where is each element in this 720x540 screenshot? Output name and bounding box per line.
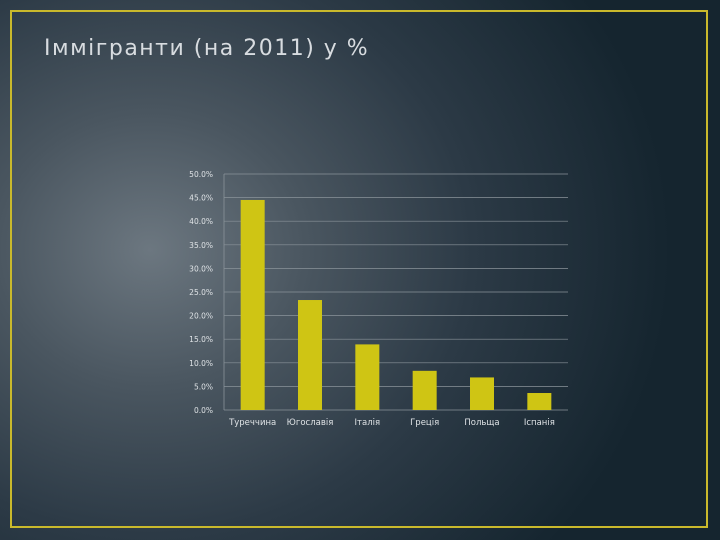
y-tick-label: 10.0%: [189, 359, 213, 368]
x-category-label: Польща: [464, 418, 499, 428]
x-category-label: Італія: [355, 418, 381, 428]
y-tick-label: 40.0%: [189, 217, 213, 226]
bar: [240, 199, 265, 410]
bar: [412, 370, 437, 410]
x-category-label: Югославія: [287, 418, 334, 428]
y-tick-label: 15.0%: [189, 335, 213, 344]
y-tick-label: 35.0%: [189, 241, 213, 250]
y-tick-label: 20.0%: [189, 312, 213, 321]
y-tick-label: 50.0%: [189, 170, 213, 179]
y-tick-label: 5.0%: [194, 382, 213, 391]
bar: [298, 300, 322, 410]
x-category-label: Туреччина: [228, 418, 276, 428]
slide-frame: [10, 10, 708, 528]
y-tick-label: 30.0%: [189, 264, 213, 273]
bar: [355, 344, 380, 410]
y-tick-label: 25.0%: [189, 288, 213, 297]
y-tick-label: 45.0%: [189, 194, 213, 203]
x-category-label: Іспанія: [524, 418, 555, 428]
bar: [527, 393, 552, 410]
x-category-label: Греція: [410, 418, 439, 428]
bar: [470, 377, 494, 410]
y-tick-label: 0.0%: [194, 406, 213, 415]
slide-title: Іммігранти (на 2011) у %: [44, 36, 370, 61]
